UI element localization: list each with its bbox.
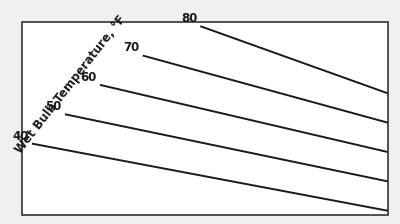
Text: Wet Bulb Temperature, °F: Wet Bulb Temperature, °F (13, 13, 129, 156)
Text: 80: 80 (181, 12, 197, 25)
Text: 60: 60 (80, 71, 97, 84)
Text: 70: 70 (123, 41, 140, 54)
Text: 50: 50 (46, 100, 62, 113)
FancyBboxPatch shape (22, 22, 388, 215)
Text: 40: 40 (12, 129, 29, 142)
